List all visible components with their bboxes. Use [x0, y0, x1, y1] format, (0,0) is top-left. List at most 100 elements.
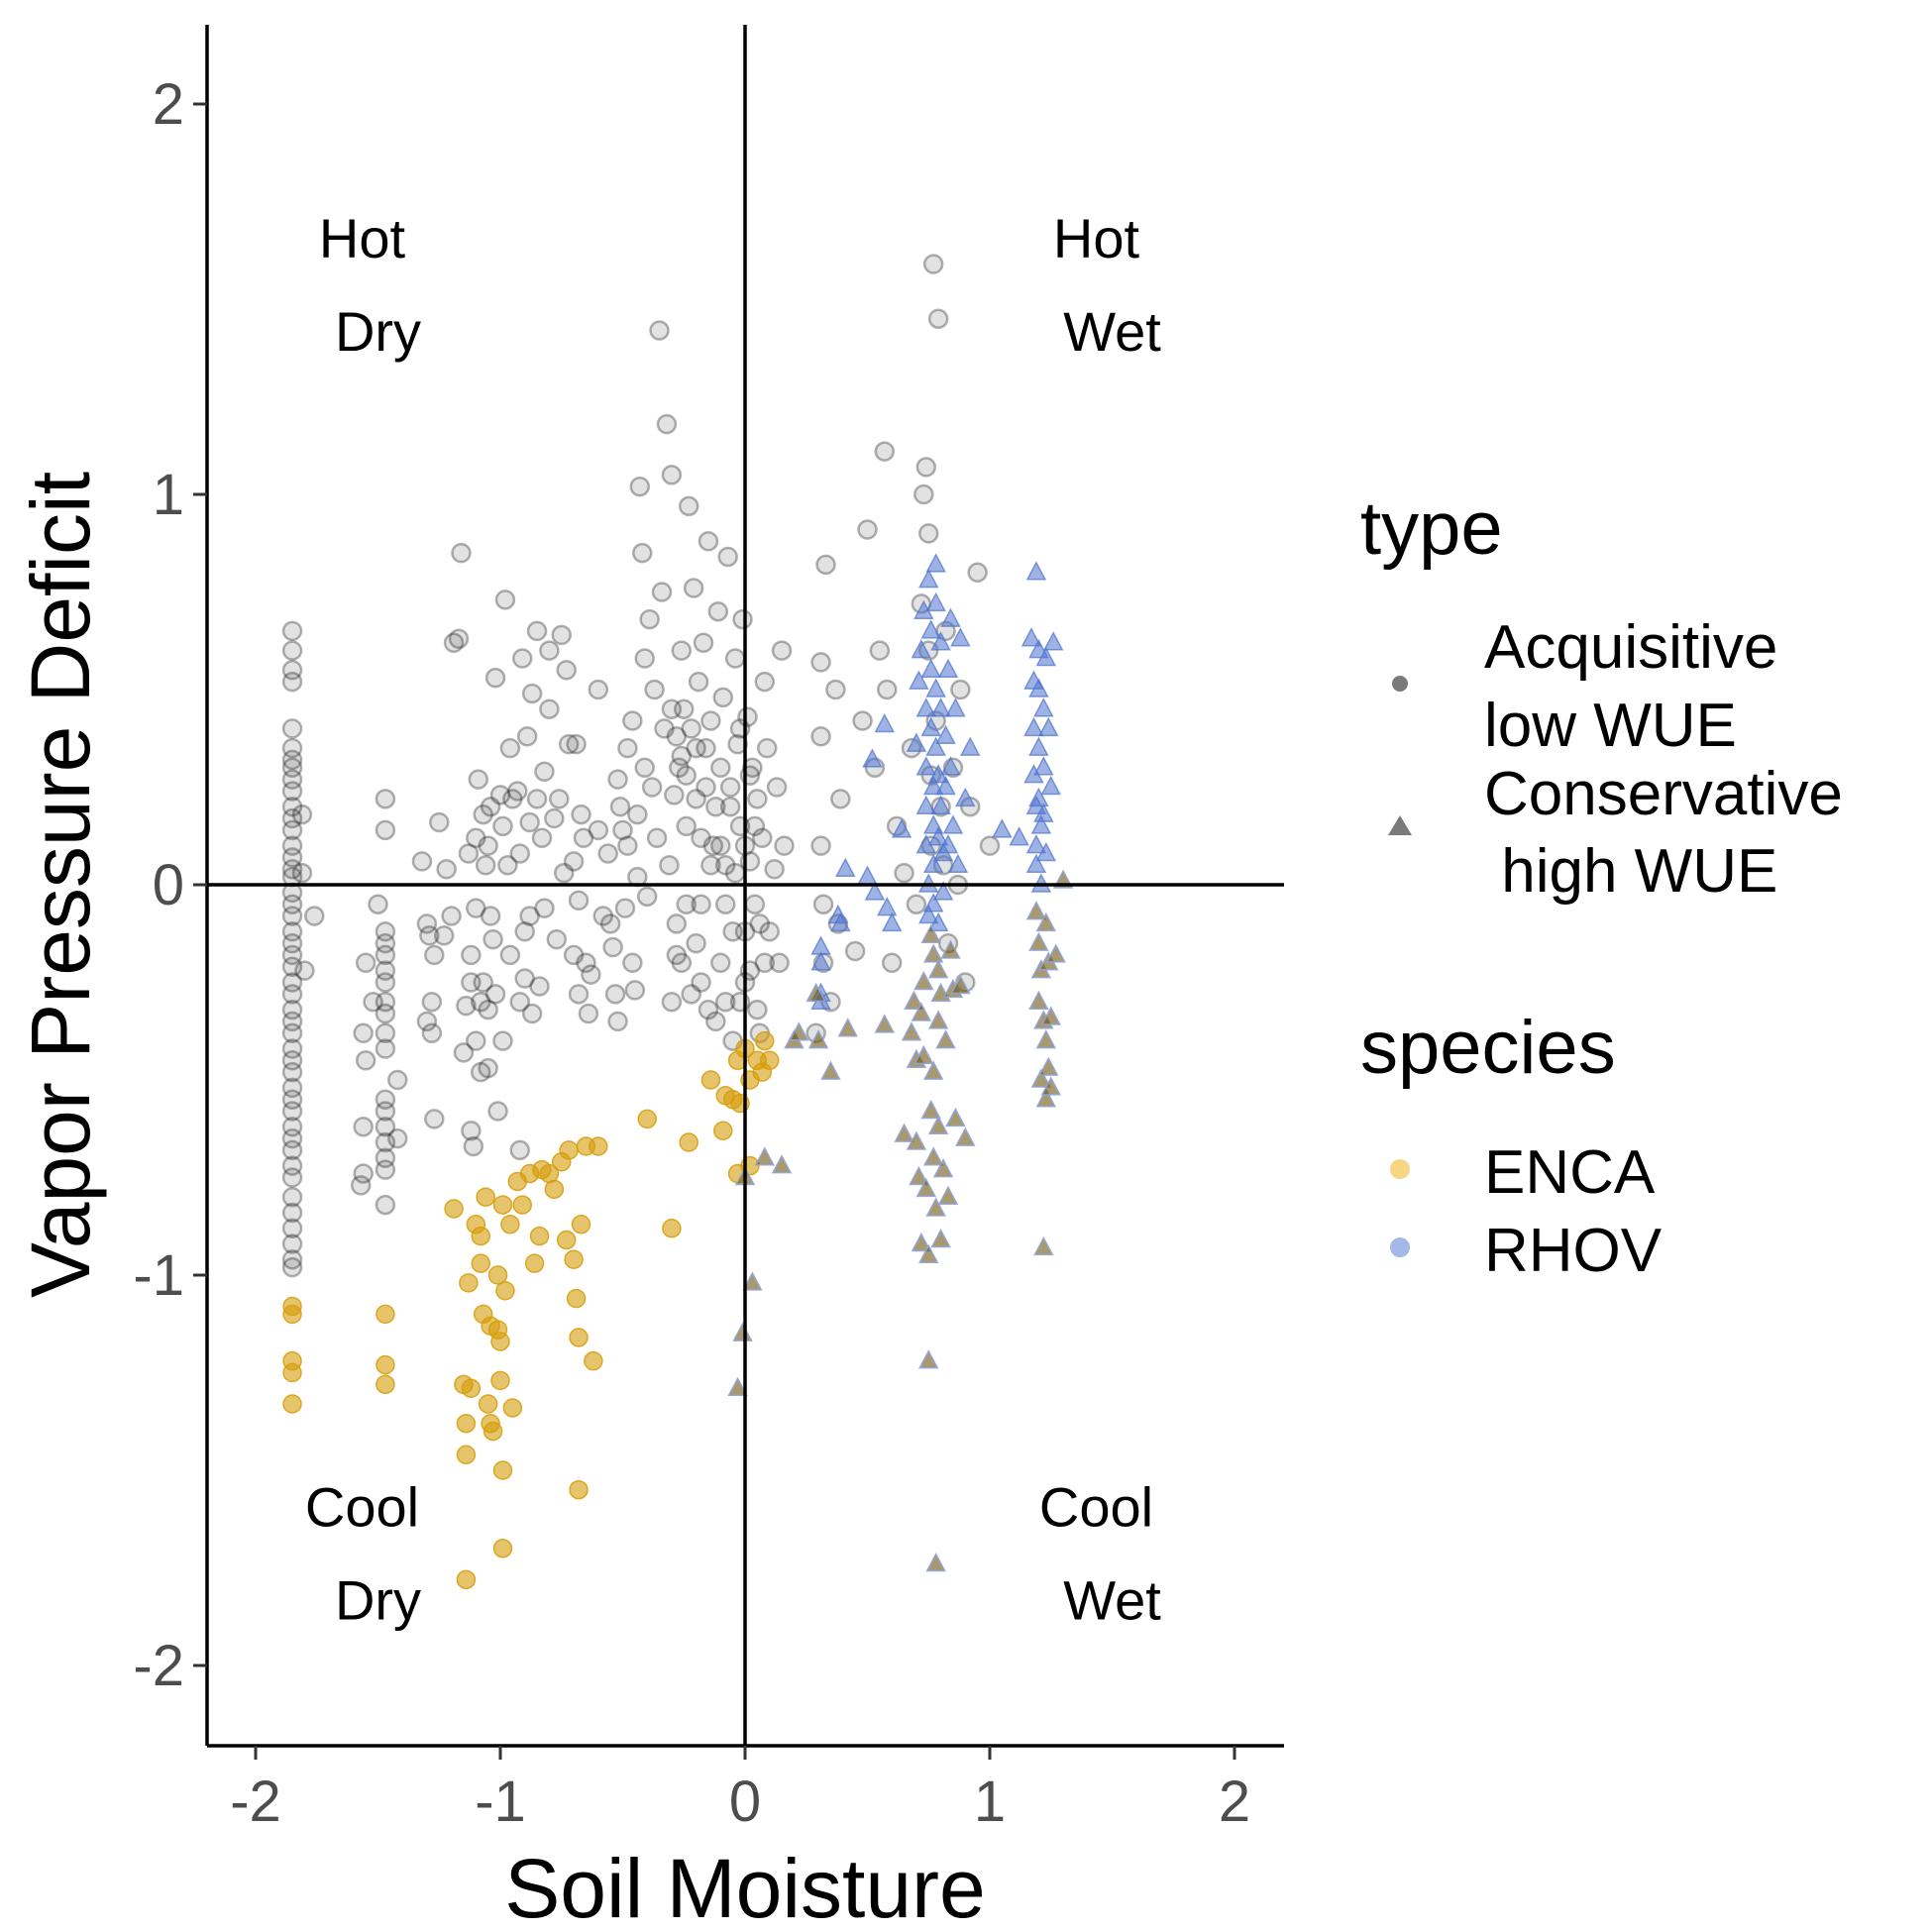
data-point-rhov — [1035, 912, 1057, 932]
data-point-enca — [634, 648, 655, 669]
data-point-enca — [661, 465, 683, 485]
data-point-enca — [375, 944, 396, 966]
data-point-rhov — [937, 658, 959, 679]
data-point-rhov — [1038, 716, 1059, 737]
data-point-enca — [473, 804, 493, 825]
data-point-rhov — [837, 1018, 858, 1037]
data-point-rhov — [1040, 775, 1061, 796]
data-point-enca — [424, 944, 445, 966]
data-point-enca — [521, 1003, 543, 1024]
data-point-rhov — [922, 943, 944, 963]
data-point-enca — [524, 1253, 545, 1273]
data-point-enca — [624, 980, 646, 1001]
data-point-enca — [376, 1374, 395, 1395]
data-point-enca — [747, 999, 768, 1020]
data-point-enca — [617, 737, 638, 759]
data-point-rhov — [935, 724, 956, 745]
data-point-enca — [649, 320, 670, 341]
data-point-enca — [281, 737, 303, 759]
data-point-enca — [456, 1445, 477, 1464]
data-point-rhov — [727, 1376, 748, 1397]
data-point-enca — [375, 1022, 396, 1043]
data-point-enca — [281, 660, 303, 681]
data-point-enca — [707, 600, 729, 622]
data-point-enca — [950, 679, 971, 700]
data-point-enca — [614, 898, 636, 918]
data-point-enca — [294, 960, 315, 981]
data-point-enca — [519, 906, 540, 926]
data-point-enca — [416, 913, 438, 934]
data-point-enca — [281, 835, 303, 856]
data-point-rhov — [810, 951, 831, 971]
legend-conservative-label-line1: Conservative — [1484, 760, 1843, 828]
data-point-enca — [693, 632, 714, 653]
data-point-rhov — [909, 670, 929, 690]
data-point-enca — [705, 796, 726, 817]
data-point-rhov — [1033, 698, 1054, 717]
data-point-enca — [686, 737, 706, 759]
data-point-enca — [492, 1460, 513, 1480]
data-point-enca — [509, 843, 531, 864]
data-point-enca — [521, 683, 543, 704]
data-point-enca — [710, 835, 731, 856]
data-point-enca — [490, 1332, 510, 1351]
data-point-enca — [281, 1248, 303, 1270]
data-point-enca — [419, 924, 440, 946]
data-point-enca — [281, 1089, 303, 1110]
data-point-rhov — [830, 912, 851, 932]
data-point-enca — [571, 1215, 591, 1234]
data-point-enca — [724, 862, 746, 884]
data-point-enca — [569, 1328, 589, 1347]
data-point-enca — [478, 1057, 498, 1079]
data-point-enca — [676, 894, 697, 914]
data-point-enca — [671, 745, 693, 767]
data-point-enca — [281, 847, 303, 868]
data-point-enca — [375, 1101, 396, 1122]
data-point-enca — [915, 457, 937, 478]
data-point-rhov — [1045, 943, 1066, 963]
data-point-enca — [281, 769, 303, 790]
data-point-enca — [678, 495, 699, 517]
data-point-enca — [573, 827, 594, 848]
y-tick-label: 2 — [153, 72, 184, 137]
data-point-rhov — [930, 1228, 951, 1248]
data-point-enca — [654, 718, 675, 739]
data-point-enca — [453, 1042, 475, 1063]
data-point-enca — [568, 984, 590, 1005]
data-point-rhov — [922, 775, 944, 796]
data-point-enca — [549, 789, 570, 809]
data-point-rhov — [906, 732, 927, 752]
data-point-enca — [714, 991, 736, 1013]
data-point-rhov — [1035, 646, 1057, 667]
data-point-enca — [281, 1117, 303, 1137]
data-point-enca — [810, 726, 831, 747]
legend-enca-key — [1390, 1159, 1410, 1179]
data-point-rhov — [927, 1010, 949, 1029]
data-point-enca — [661, 698, 683, 719]
data-point-enca — [700, 855, 721, 876]
data-point-enca — [353, 1117, 374, 1137]
data-point-rhov — [1038, 1056, 1059, 1076]
data-point-enca — [281, 819, 303, 841]
legend-rhov-label: RHOV — [1484, 1217, 1663, 1285]
data-point-enca — [688, 671, 709, 693]
data-point-rhov — [913, 1044, 934, 1065]
data-point-rhov — [857, 865, 878, 885]
data-point-rhov — [940, 756, 961, 776]
data-point-enca — [441, 906, 462, 926]
data-point-enca — [375, 819, 396, 841]
data-point-enca — [681, 984, 701, 1005]
data-point-enca — [282, 1394, 302, 1414]
data-point-rhov — [935, 775, 956, 796]
data-point-enca — [683, 578, 704, 598]
data-point-enca — [581, 964, 601, 985]
data-point-rhov — [920, 619, 941, 639]
data-point-enca — [281, 894, 303, 914]
data-point-enca — [588, 679, 609, 700]
legend-acquisitive-label-line2: low WUE — [1484, 692, 1737, 760]
data-point-enca — [576, 952, 596, 974]
data-point-enca — [551, 624, 572, 646]
data-point-enca — [724, 648, 746, 669]
quadrant-label-line2: Wet — [1063, 300, 1161, 363]
quadrant-label-line1: Hot — [1053, 207, 1140, 269]
